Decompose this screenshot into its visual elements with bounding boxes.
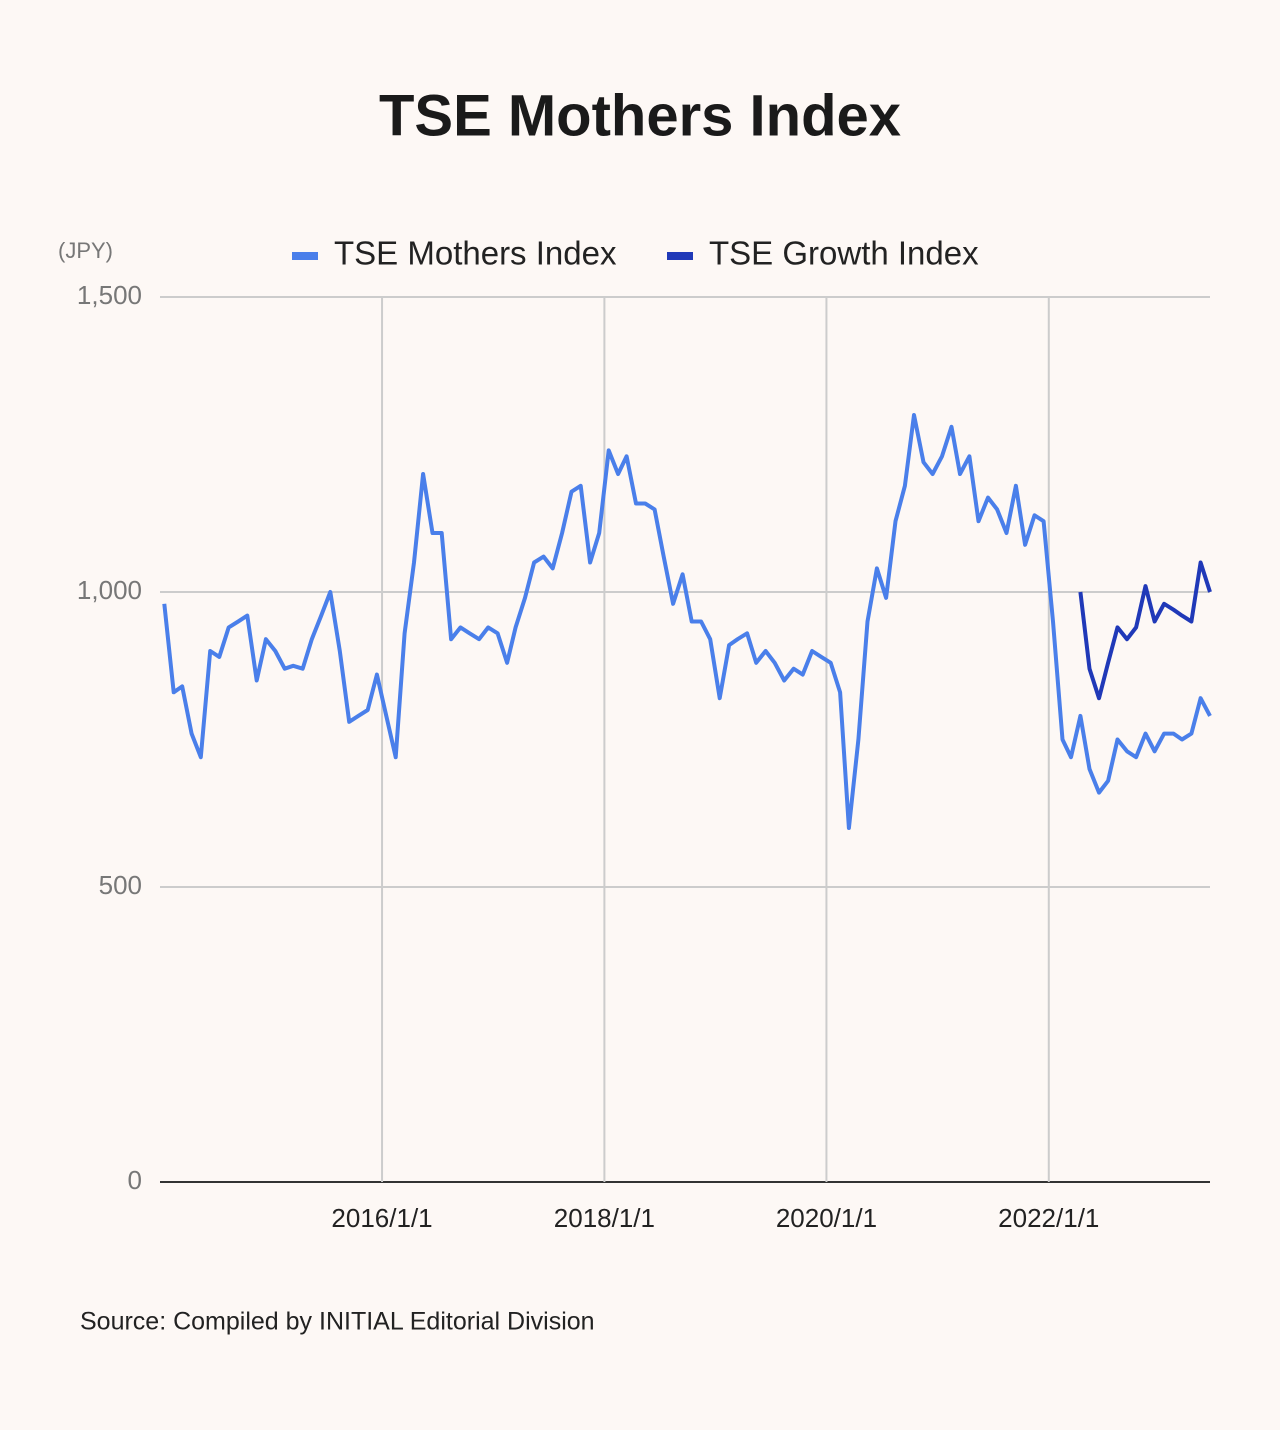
- y-tick-label: 1,500: [77, 280, 142, 310]
- legend-swatch: [667, 252, 693, 260]
- x-tick-label: 2018/1/1: [554, 1203, 655, 1233]
- y-tick-label: 1,000: [77, 575, 142, 605]
- x-tick-label: 2020/1/1: [776, 1203, 877, 1233]
- y-tick-label: 500: [99, 870, 142, 900]
- legend-label: TSE Mothers Index: [334, 235, 617, 272]
- y-tick-label: 0: [128, 1165, 142, 1195]
- chart-title: TSE Mothers Index: [379, 83, 901, 148]
- series-line: [1078, 560, 1212, 701]
- legend-swatch: [292, 252, 318, 260]
- y-axis-label: (JPY): [58, 238, 113, 263]
- series-line: [162, 413, 1212, 830]
- x-tick-label: 2016/1/1: [331, 1203, 432, 1233]
- source-note: Source: Compiled by INITIAL Editorial Di…: [80, 1308, 595, 1336]
- x-tick-label: 2022/1/1: [998, 1203, 1099, 1233]
- legend-label: TSE Growth Index: [709, 235, 979, 272]
